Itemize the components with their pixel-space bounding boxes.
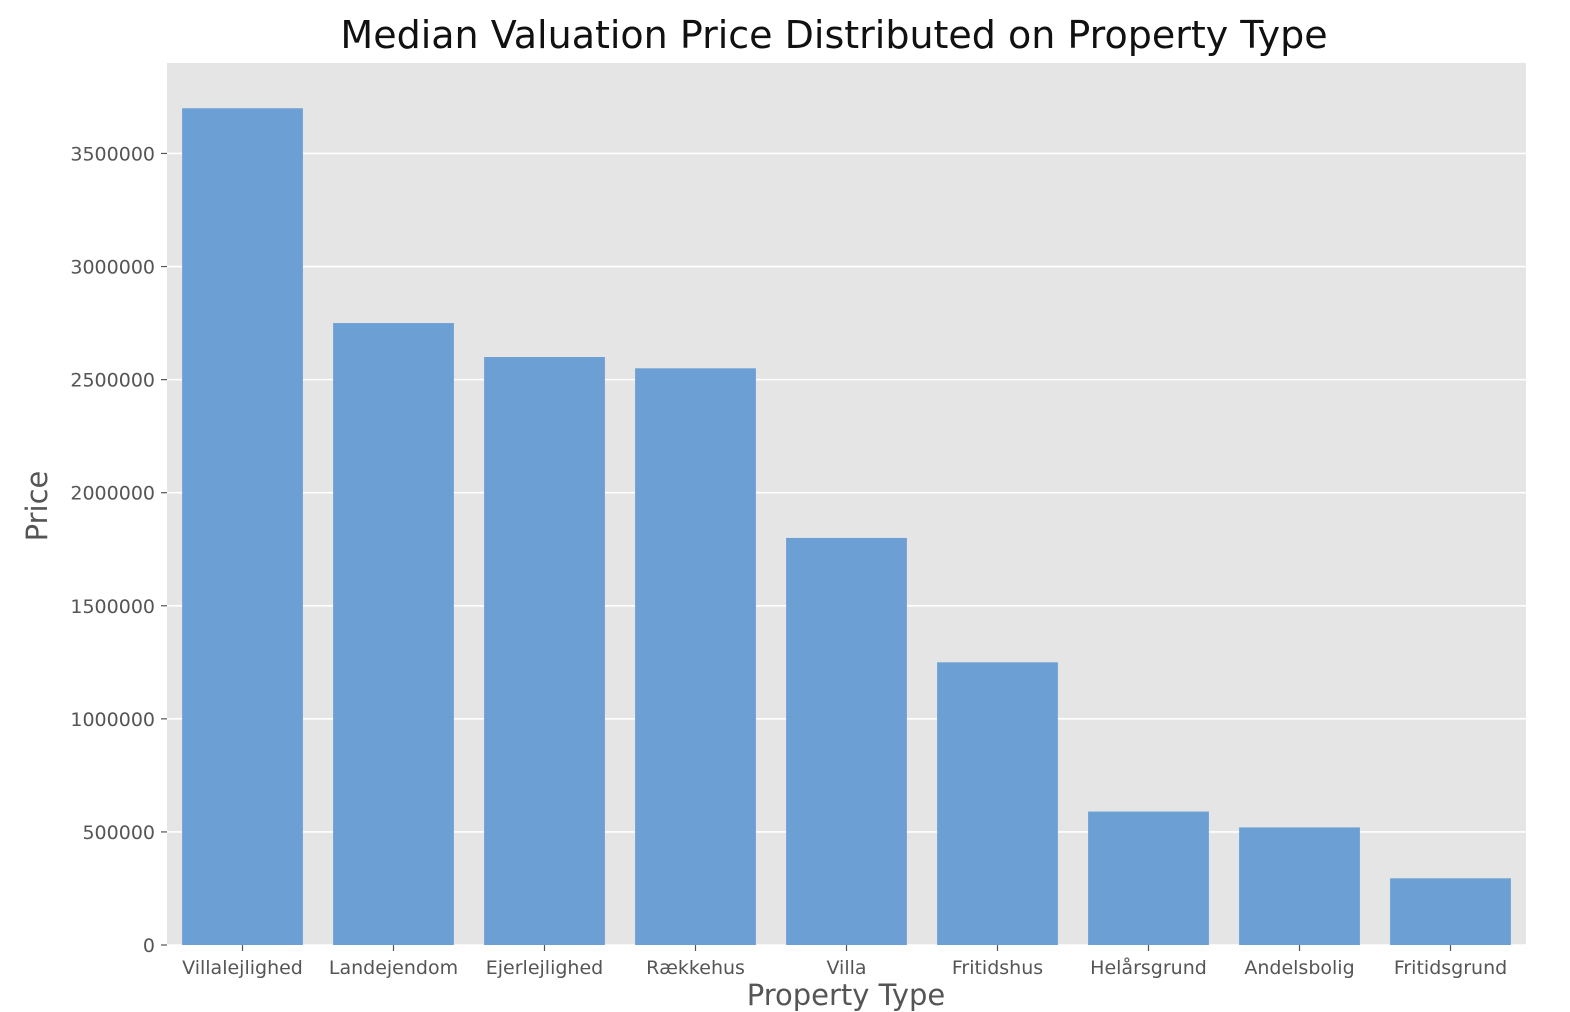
y-tick-label: 2500000 [70,370,155,392]
y-tick-label: 500000 [82,822,155,844]
y-tick-label: 3000000 [70,257,155,279]
x-tick-label: Rækkehus [646,957,745,979]
x-tick-label: Fritidsgrund [1394,957,1507,979]
x-tick-label: Helårsgrund [1090,956,1207,979]
bar-villalejlighed [182,108,303,945]
x-tick-label: Villalejlighed [182,957,303,979]
y-tick-label: 2000000 [70,483,155,505]
y-tick-label: 3500000 [70,143,155,165]
y-tick-label: 0 [143,935,155,957]
bar-landejendom [333,323,454,946]
bar-fritidsgrund [1390,878,1511,945]
x-tick-label: Landejendom [329,957,458,979]
bar-ejerlejlighed [484,357,605,945]
bar-rækkehus [635,368,756,945]
x-tick-label: Ejerlejlighed [486,957,603,979]
bar-andelsbolig [1239,827,1360,945]
x-axis-ticks: Villalejlighed Landejendom Ejerlejlighed Ræ… [182,945,1507,979]
bar-villa [786,537,907,945]
x-axis-label: Property Type [747,978,946,1012]
bar-helårsgrund [1088,811,1209,945]
x-tick-label: Andelsbolig [1244,957,1354,979]
x-tick-label: Villa [826,957,866,979]
chart-title: Median Valuation Price Distributed on Pr… [340,13,1327,57]
y-tick-label: 1500000 [70,596,155,618]
bars [182,108,1511,946]
y-tick-label: 1000000 [70,709,155,731]
bar-fritidshus [937,662,1058,945]
y-axis-ticks: 0 500000 1000000 1500000 2000000 2500000 30000… [70,143,167,957]
x-tick-label: Fritidshus [952,957,1043,979]
y-axis-label: Price [20,471,54,542]
